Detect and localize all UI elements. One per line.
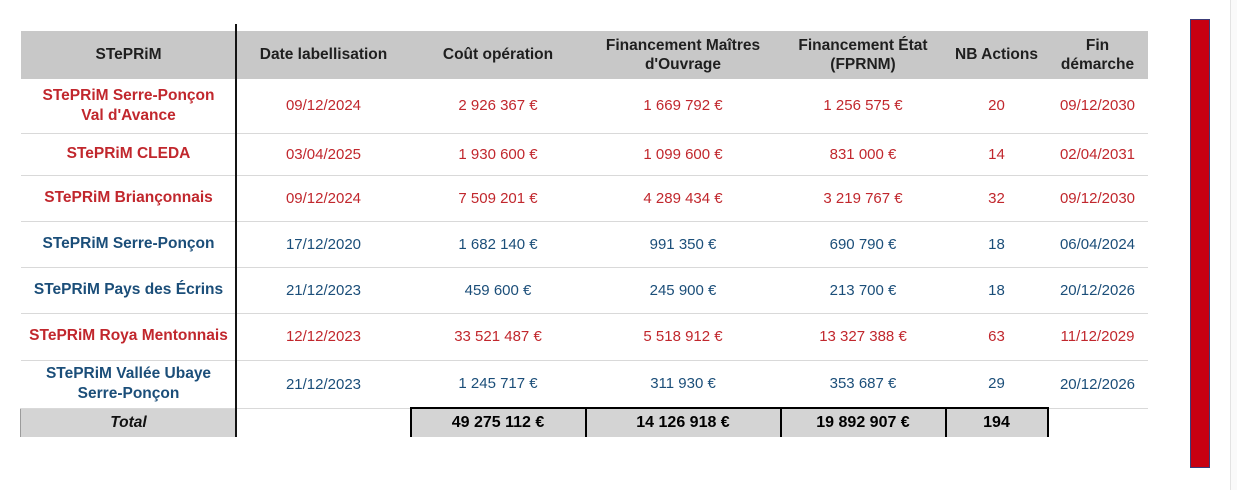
table-row: STePRiM Serre-Ponçon Val d'Avance 09/12/… [20,79,1148,134]
cell-steprim-name: STePRiM Serre-Ponçon [20,221,237,268]
cell-cout-operation: 1 930 600 € [410,133,586,176]
column-header-cout-operation: Coût opération [410,31,586,79]
cell-fin-demarche: 20/12/2026 [1047,360,1148,409]
cell-steprim-name: STePRiM Vallée Ubaye Serre-Ponçon [20,360,237,409]
cell-financement-etat: 3 219 767 € [780,175,946,222]
cell-fin-demarche: 20/12/2026 [1047,267,1148,314]
cell-date-labellisation: 03/04/2025 [236,133,411,176]
cell-date-labellisation: 17/12/2020 [236,221,411,268]
cell-financement-etat: 353 687 € [780,360,946,409]
red-vertical-bar [1190,19,1210,468]
total-financement-etat: 19 892 907 € [779,407,947,437]
cell-fin-demarche: 02/04/2031 [1047,133,1148,176]
total-financement-mo: 14 126 918 € [584,407,782,437]
cell-cout-operation: 1 682 140 € [410,221,586,268]
column-divider-line [235,24,237,437]
cell-nb-actions: 18 [945,221,1048,268]
column-header-financement-mo: Financement Maîtres d'Ouvrage [585,31,781,79]
cell-financement-etat: 831 000 € [780,133,946,176]
cell-date-labellisation: 09/12/2024 [236,175,411,222]
cell-financement-etat: 213 700 € [780,267,946,314]
cell-financement-mo: 5 518 912 € [585,313,781,361]
cell-date-labellisation: 21/12/2023 [236,360,411,409]
cell-cout-operation: 459 600 € [410,267,586,314]
table-row: STePRiM Briançonnais 09/12/2024 7 509 20… [20,175,1148,222]
total-label: Total [20,407,237,437]
cell-financement-etat: 13 327 388 € [780,313,946,361]
total-nb-actions: 194 [944,407,1049,437]
cell-steprim-name: STePRiM Pays des Écrins [20,267,237,314]
column-header-nb-actions: NB Actions [945,31,1048,79]
cell-financement-mo: 4 289 434 € [585,175,781,222]
cell-nb-actions: 20 [945,79,1048,134]
cell-nb-actions: 63 [945,313,1048,361]
total-empty-date [236,408,411,437]
cell-fin-demarche: 06/04/2024 [1047,221,1148,268]
table-row: STePRiM Roya Mentonnais 12/12/2023 33 52… [20,313,1148,361]
cell-steprim-name: STePRiM CLEDA [20,133,237,176]
cell-steprim-name: STePRiM Roya Mentonnais [20,313,237,361]
cell-financement-mo: 991 350 € [585,221,781,268]
total-row: Total 49 275 112 € 14 126 918 € 19 892 9… [20,407,1148,437]
total-empty-fin-demarche [1047,408,1148,437]
cell-cout-operation: 33 521 487 € [410,313,586,361]
cell-financement-mo: 311 930 € [585,360,781,409]
steprim-table-container: STePRiM Date labellisation Coût opératio… [20,24,1148,437]
table-row: STePRiM Pays des Écrins 21/12/2023 459 6… [20,267,1148,314]
header-row: STePRiM Date labellisation Coût opératio… [20,31,1148,79]
table-row: STePRiM Vallée Ubaye Serre-Ponçon 21/12/… [20,360,1148,409]
cell-nb-actions: 32 [945,175,1048,222]
column-header-fin-demarche: Fin démarche [1047,31,1148,79]
cell-financement-mo: 1 669 792 € [585,79,781,134]
table-row: STePRiM Serre-Ponçon 17/12/2020 1 682 14… [20,221,1148,268]
cell-fin-demarche: 11/12/2029 [1047,313,1148,361]
cell-financement-mo: 245 900 € [585,267,781,314]
column-header-steprim: STePRiM [20,31,237,79]
cell-date-labellisation: 09/12/2024 [236,79,411,134]
column-header-financement-etat: Financement État (FPRNM) [780,31,946,79]
cell-fin-demarche: 09/12/2030 [1047,175,1148,222]
cell-financement-etat: 1 256 575 € [780,79,946,134]
cell-fin-demarche: 09/12/2030 [1047,79,1148,134]
cell-steprim-name: STePRiM Briançonnais [20,175,237,222]
cell-nb-actions: 14 [945,133,1048,176]
total-cout-operation: 49 275 112 € [409,407,587,437]
cell-cout-operation: 7 509 201 € [410,175,586,222]
cell-financement-mo: 1 099 600 € [585,133,781,176]
column-header-date-labellisation: Date labellisation [236,31,411,79]
cell-cout-operation: 1 245 717 € [410,360,586,409]
cell-nb-actions: 18 [945,267,1048,314]
cell-cout-operation: 2 926 367 € [410,79,586,134]
cell-steprim-name: STePRiM Serre-Ponçon Val d'Avance [20,79,237,134]
cell-date-labellisation: 12/12/2023 [236,313,411,361]
cell-nb-actions: 29 [945,360,1048,409]
cell-financement-etat: 690 790 € [780,221,946,268]
table-row: STePRiM CLEDA 03/04/2025 1 930 600 € 1 0… [20,133,1148,176]
cell-date-labellisation: 21/12/2023 [236,267,411,314]
steprim-table: STePRiM Date labellisation Coût opératio… [20,31,1148,437]
page-right-edge [1230,0,1237,490]
